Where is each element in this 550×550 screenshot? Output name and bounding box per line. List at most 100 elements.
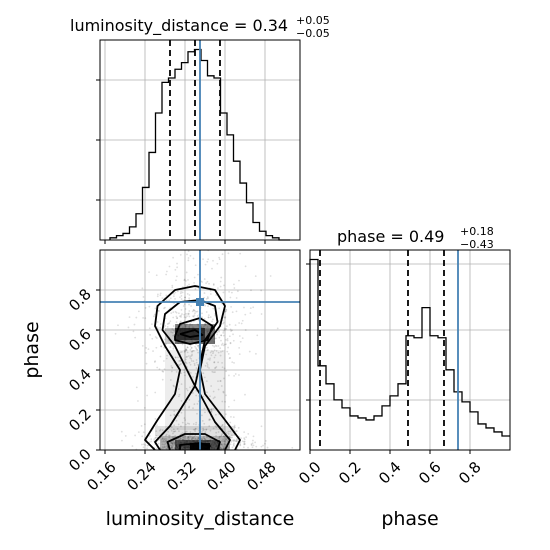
d2-point xyxy=(216,262,219,265)
d2-point xyxy=(187,257,190,259)
d2-point xyxy=(174,434,177,437)
d2-point xyxy=(181,350,183,353)
d2-point xyxy=(212,284,215,286)
d2-point xyxy=(189,363,192,366)
d2-point xyxy=(215,350,218,352)
d2-point xyxy=(195,347,197,350)
d2-point xyxy=(178,438,181,441)
d2-ytick-label-2: 0.4 xyxy=(65,365,95,395)
d2-point xyxy=(155,337,158,339)
d2-point xyxy=(191,385,194,388)
d2-point xyxy=(184,350,187,353)
d2-point xyxy=(177,414,180,417)
d2-point xyxy=(222,331,225,334)
d2-point xyxy=(235,430,238,432)
d2-point xyxy=(177,388,180,390)
d2-point xyxy=(220,447,222,450)
d2-point xyxy=(217,431,220,433)
d2-point xyxy=(175,275,178,278)
panel-luminosity-distance-marginal xyxy=(96,39,301,244)
d2-point xyxy=(161,297,164,300)
d2-point xyxy=(243,442,246,445)
d2-point xyxy=(206,364,209,366)
d2-point xyxy=(173,424,176,427)
d2-point xyxy=(206,280,209,283)
d2-point xyxy=(187,355,190,357)
d2-point xyxy=(177,356,179,359)
d2-point xyxy=(176,262,178,265)
d2-point xyxy=(234,430,237,433)
d2-point xyxy=(225,438,228,440)
d2-point xyxy=(174,430,177,433)
d2-point xyxy=(170,370,173,373)
d2-point xyxy=(184,419,187,421)
d2-point xyxy=(159,428,162,431)
d2-point xyxy=(204,263,207,266)
d2-point xyxy=(221,440,223,442)
d2-point xyxy=(233,374,235,377)
d2-point xyxy=(163,346,166,349)
d2-point xyxy=(197,324,200,327)
d2-point xyxy=(165,438,167,440)
d2-point xyxy=(220,443,223,445)
d2-point xyxy=(177,342,180,345)
d2-point xyxy=(177,312,180,315)
d2-point xyxy=(172,325,175,327)
d2-point xyxy=(206,362,208,365)
d2-point xyxy=(149,334,152,336)
ld-histogram xyxy=(109,48,290,241)
d2-point xyxy=(243,443,246,446)
d2-point xyxy=(223,377,225,380)
d2-point xyxy=(184,348,187,351)
d2-point xyxy=(211,344,214,347)
d2-point xyxy=(189,386,191,389)
d2-point xyxy=(212,350,215,353)
d2-point xyxy=(180,400,183,402)
d2-point xyxy=(260,425,263,428)
d2-point xyxy=(171,436,174,439)
d2-point xyxy=(225,394,227,397)
d2-point xyxy=(203,324,206,326)
d2-point xyxy=(225,328,228,330)
d2-point xyxy=(243,431,246,434)
d2-point xyxy=(202,258,204,261)
d2-point xyxy=(186,389,189,392)
d2-point xyxy=(154,336,157,338)
d2-point xyxy=(232,333,234,336)
d2-point xyxy=(222,391,225,394)
d2-point xyxy=(172,444,175,446)
d2-point xyxy=(180,383,183,386)
d2-point xyxy=(204,431,207,433)
d2-point xyxy=(228,290,231,293)
d2-point xyxy=(187,436,190,438)
d2-point xyxy=(172,347,175,350)
d2-point xyxy=(230,436,232,439)
d2-point xyxy=(175,321,178,324)
d2-point xyxy=(222,330,225,332)
d2-point xyxy=(244,313,247,316)
d2-point xyxy=(143,407,146,409)
d2-point xyxy=(185,312,188,315)
d2-point xyxy=(220,434,223,437)
d2-point xyxy=(193,403,196,406)
d2-point xyxy=(142,446,145,449)
d2-point xyxy=(206,296,209,298)
d2-point xyxy=(155,447,158,450)
d2-point xyxy=(142,317,145,319)
d2-point xyxy=(241,337,244,339)
d2-point xyxy=(188,361,191,364)
d2-point xyxy=(179,253,182,256)
d2-point xyxy=(221,400,224,403)
d2-point xyxy=(195,310,197,313)
d2-point xyxy=(204,438,207,441)
d2-point xyxy=(217,345,220,347)
d2-point xyxy=(166,448,169,450)
d2-point xyxy=(179,359,182,362)
d2-point xyxy=(232,416,235,419)
d2-point xyxy=(240,322,243,325)
d2-point xyxy=(160,345,163,348)
d2-point xyxy=(159,294,162,297)
d2-point xyxy=(227,353,230,355)
d2-point xyxy=(219,380,222,382)
d2-point xyxy=(225,343,227,346)
